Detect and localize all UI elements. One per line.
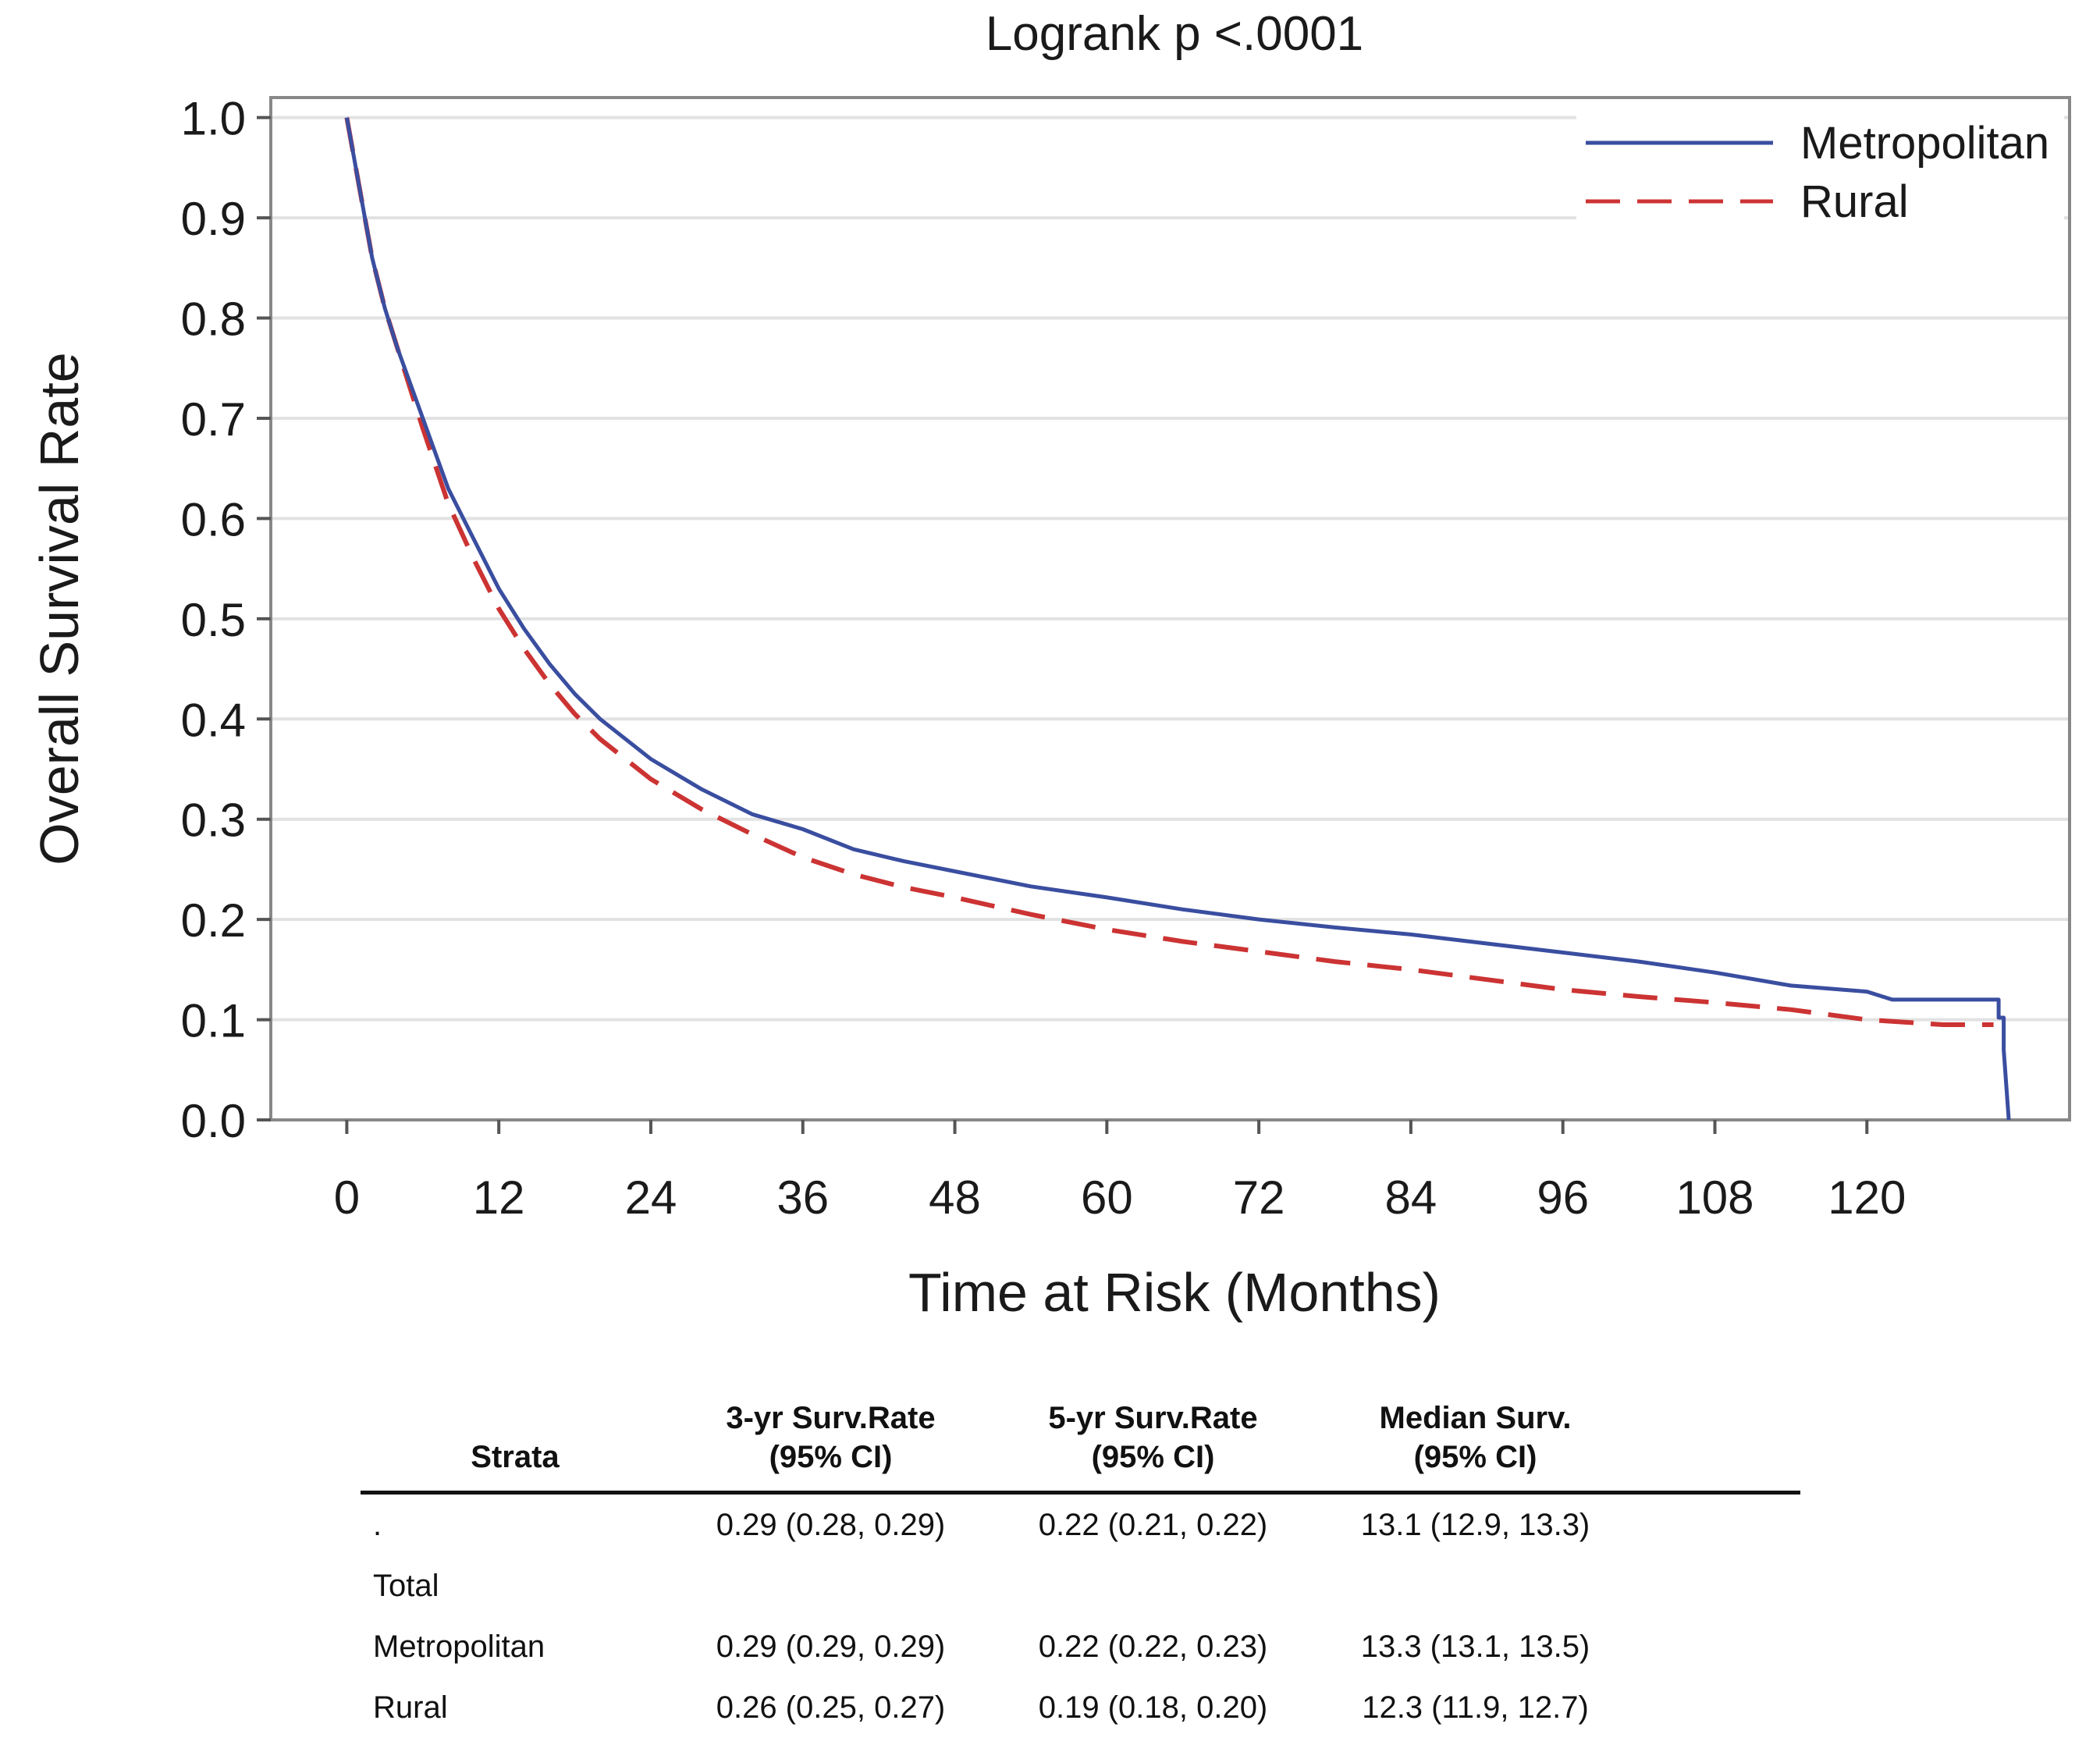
y-tick-label: 0.9 bbox=[181, 193, 246, 245]
median-cell: 12.3 (11.9, 12.7) bbox=[1362, 1690, 1589, 1725]
legend: Metropolitan Rural bbox=[1576, 109, 2064, 227]
y-tick-label: 0.0 bbox=[181, 1095, 246, 1147]
header-median-surv: Median Surv. (95% CI) bbox=[1379, 1401, 1572, 1474]
y-axis-label: Overall Survival Rate bbox=[29, 352, 90, 865]
x-tick-label: 48 bbox=[929, 1171, 981, 1224]
survival-stats-table: Strata 3-yr Surv.Rate (95% CI) 5-yr Surv… bbox=[361, 1397, 1800, 1738]
strata-cell: Rural bbox=[373, 1690, 448, 1725]
median-cell: 13.3 (13.1, 13.5) bbox=[1360, 1630, 1590, 1664]
x-tick-label: 36 bbox=[776, 1171, 829, 1224]
y-tick-label: 1.0 bbox=[181, 93, 246, 145]
header-3yr-surv-rate: 3-yr Surv.Rate (95% CI) bbox=[726, 1401, 936, 1474]
x-tick-label: 72 bbox=[1233, 1171, 1285, 1224]
series-layer bbox=[344, 117, 2011, 1121]
plot-frame bbox=[269, 96, 2071, 1121]
table-row: Metropolitan 0.29 (0.29, 0.29) 0.22 (0.2… bbox=[361, 1616, 1800, 1677]
legend-label-rural: Rural bbox=[1800, 176, 1909, 227]
survival-chart: Logrank p <.0001 0.00.10.20.30.40.50.60.… bbox=[29, 7, 2071, 1323]
y-tick-label: 0.8 bbox=[181, 293, 246, 346]
table-header-row: Strata 3-yr Surv.Rate (95% CI) 5-yr Surv… bbox=[361, 1397, 1800, 1495]
x-tick-label: 84 bbox=[1385, 1171, 1437, 1224]
x-tick-label: 120 bbox=[1828, 1171, 1906, 1224]
median-cell: 13.1 (12.9, 13.3) bbox=[1360, 1508, 1590, 1542]
y-tick-label: 0.5 bbox=[181, 594, 246, 646]
legend-box bbox=[1576, 109, 2064, 226]
table-row: Total bbox=[361, 1555, 1800, 1616]
series-line-metropolitan bbox=[344, 117, 2011, 1121]
surv5-cell: 0.19 (0.18, 0.20) bbox=[1038, 1690, 1268, 1725]
x-tick-label: 96 bbox=[1537, 1171, 1589, 1224]
y-tick-label: 0.6 bbox=[181, 493, 246, 546]
strata-cell: Metropolitan bbox=[373, 1630, 545, 1664]
header-5yr-surv-rate: 5-yr Surv.Rate (95% CI) bbox=[1048, 1401, 1258, 1474]
header-strata: Strata bbox=[471, 1440, 560, 1474]
legend-label-metropolitan: Metropolitan bbox=[1800, 118, 2049, 169]
y-tick-label: 0.2 bbox=[181, 894, 246, 947]
x-axis: 0 12 24 36 48 60 72 84 96 108 120 bbox=[334, 1120, 1906, 1224]
x-axis-label: Time at Risk (Months) bbox=[908, 1262, 1441, 1323]
x-tick-label: 60 bbox=[1081, 1171, 1133, 1224]
table-row: . 0.29 (0.28, 0.29) 0.22 (0.21, 0.22) 13… bbox=[361, 1495, 1800, 1555]
gridlines bbox=[271, 116, 2070, 1022]
x-tick-label: 0 bbox=[334, 1171, 360, 1224]
surv5-cell: 0.22 (0.21, 0.22) bbox=[1038, 1508, 1268, 1542]
surv3-cell: 0.29 (0.29, 0.29) bbox=[716, 1630, 946, 1664]
y-tick-label: 0.3 bbox=[181, 794, 246, 847]
strata-cell: Total bbox=[373, 1569, 439, 1603]
y-axis: 0.0 0.1 0.2 0.3 0.4 0.5 0.6 0.7 0.8 0.9 1.0 bbox=[181, 93, 271, 1147]
y-tick-label: 0.7 bbox=[181, 393, 246, 446]
x-tick-label: 12 bbox=[473, 1171, 525, 1224]
surv3-cell: 0.26 (0.25, 0.27) bbox=[716, 1690, 946, 1725]
strata-cell: . bbox=[373, 1508, 382, 1542]
x-tick-label: 24 bbox=[625, 1171, 677, 1224]
chart-title: Logrank p <.0001 bbox=[986, 7, 1363, 61]
series-line-rural bbox=[344, 117, 1994, 1027]
y-tick-label: 0.1 bbox=[181, 995, 246, 1047]
table-row: Rural 0.26 (0.25, 0.27) 0.19 (0.18, 0.20… bbox=[361, 1677, 1800, 1738]
x-tick-label: 108 bbox=[1675, 1171, 1754, 1224]
y-tick-label: 0.4 bbox=[181, 694, 246, 746]
surv3-cell: 0.29 (0.28, 0.29) bbox=[716, 1508, 946, 1542]
surv5-cell: 0.22 (0.22, 0.23) bbox=[1038, 1630, 1268, 1664]
